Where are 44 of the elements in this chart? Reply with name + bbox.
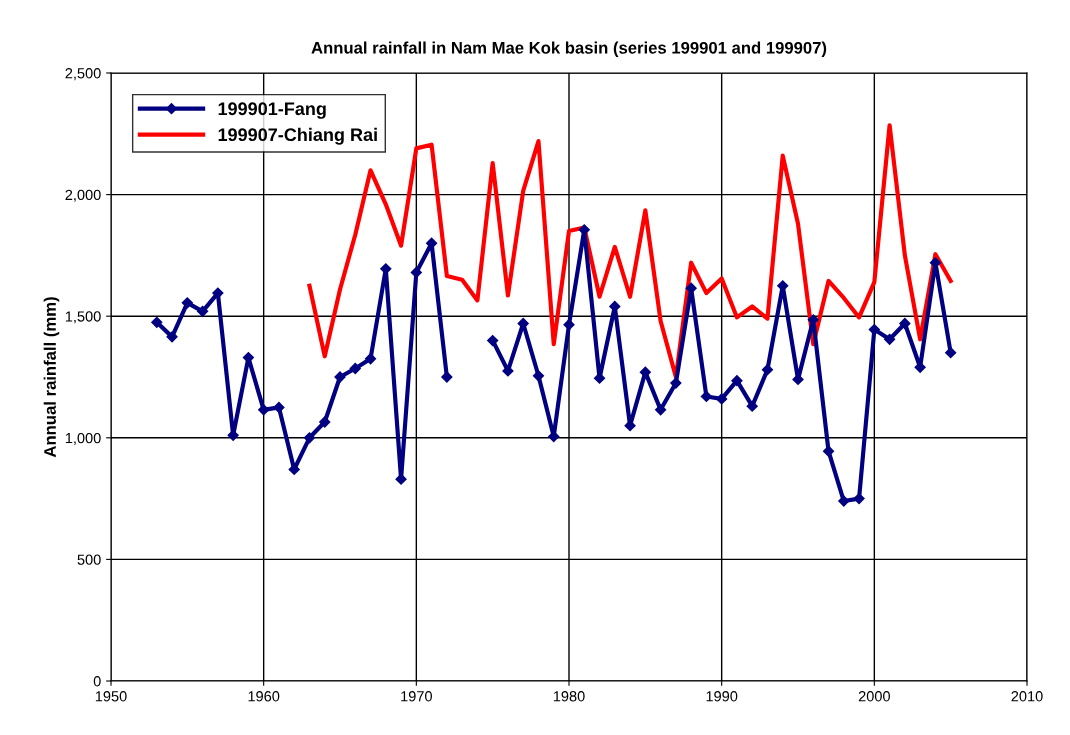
point xyxy=(670,377,682,389)
point xyxy=(441,371,453,383)
point xyxy=(166,331,178,343)
point xyxy=(273,401,285,414)
x-tick-label: 2010 xyxy=(1011,691,1043,702)
point xyxy=(532,370,545,382)
y-tick-label: 1,500 xyxy=(65,311,101,324)
point xyxy=(319,416,331,428)
x-tick-label: 1950 xyxy=(95,691,127,702)
chart-title: Annual rainfall in Nam Mae Kok basin (series 199901 and 199907) xyxy=(311,41,827,58)
point xyxy=(258,404,270,416)
point xyxy=(838,495,850,507)
point xyxy=(700,390,713,403)
x-tick-label: 1960 xyxy=(248,691,280,702)
y-tick-label: 2,000 xyxy=(65,189,101,202)
point xyxy=(883,333,896,345)
x-tick-label: 1970 xyxy=(401,691,432,702)
y-axis-title: Annual rainfall (mm) xyxy=(43,297,60,458)
point xyxy=(822,445,835,457)
x-tick-label: 1990 xyxy=(706,691,738,702)
y-tick-label: 2,500 xyxy=(65,68,101,81)
point xyxy=(502,365,514,377)
x-tick-label: 1980 xyxy=(553,691,585,702)
y-tick-label: 500 xyxy=(77,554,101,565)
point xyxy=(487,334,499,347)
point xyxy=(654,404,667,416)
point xyxy=(731,375,743,387)
point xyxy=(746,400,758,412)
point xyxy=(716,393,728,405)
y-tick-label: 0 xyxy=(93,676,101,687)
point xyxy=(899,317,911,330)
x-tick-label: 2000 xyxy=(858,691,890,702)
point xyxy=(196,305,209,317)
point xyxy=(349,362,361,375)
legend-label: 199901-Fang xyxy=(218,102,326,119)
point xyxy=(181,297,193,309)
point xyxy=(151,316,163,328)
y-tick-label: 1,000 xyxy=(65,432,101,445)
point xyxy=(364,353,377,365)
point xyxy=(563,319,575,331)
point xyxy=(761,364,774,376)
legend-label: 199907-Chiang Rai xyxy=(218,127,377,145)
point xyxy=(303,432,316,444)
point xyxy=(945,347,957,359)
